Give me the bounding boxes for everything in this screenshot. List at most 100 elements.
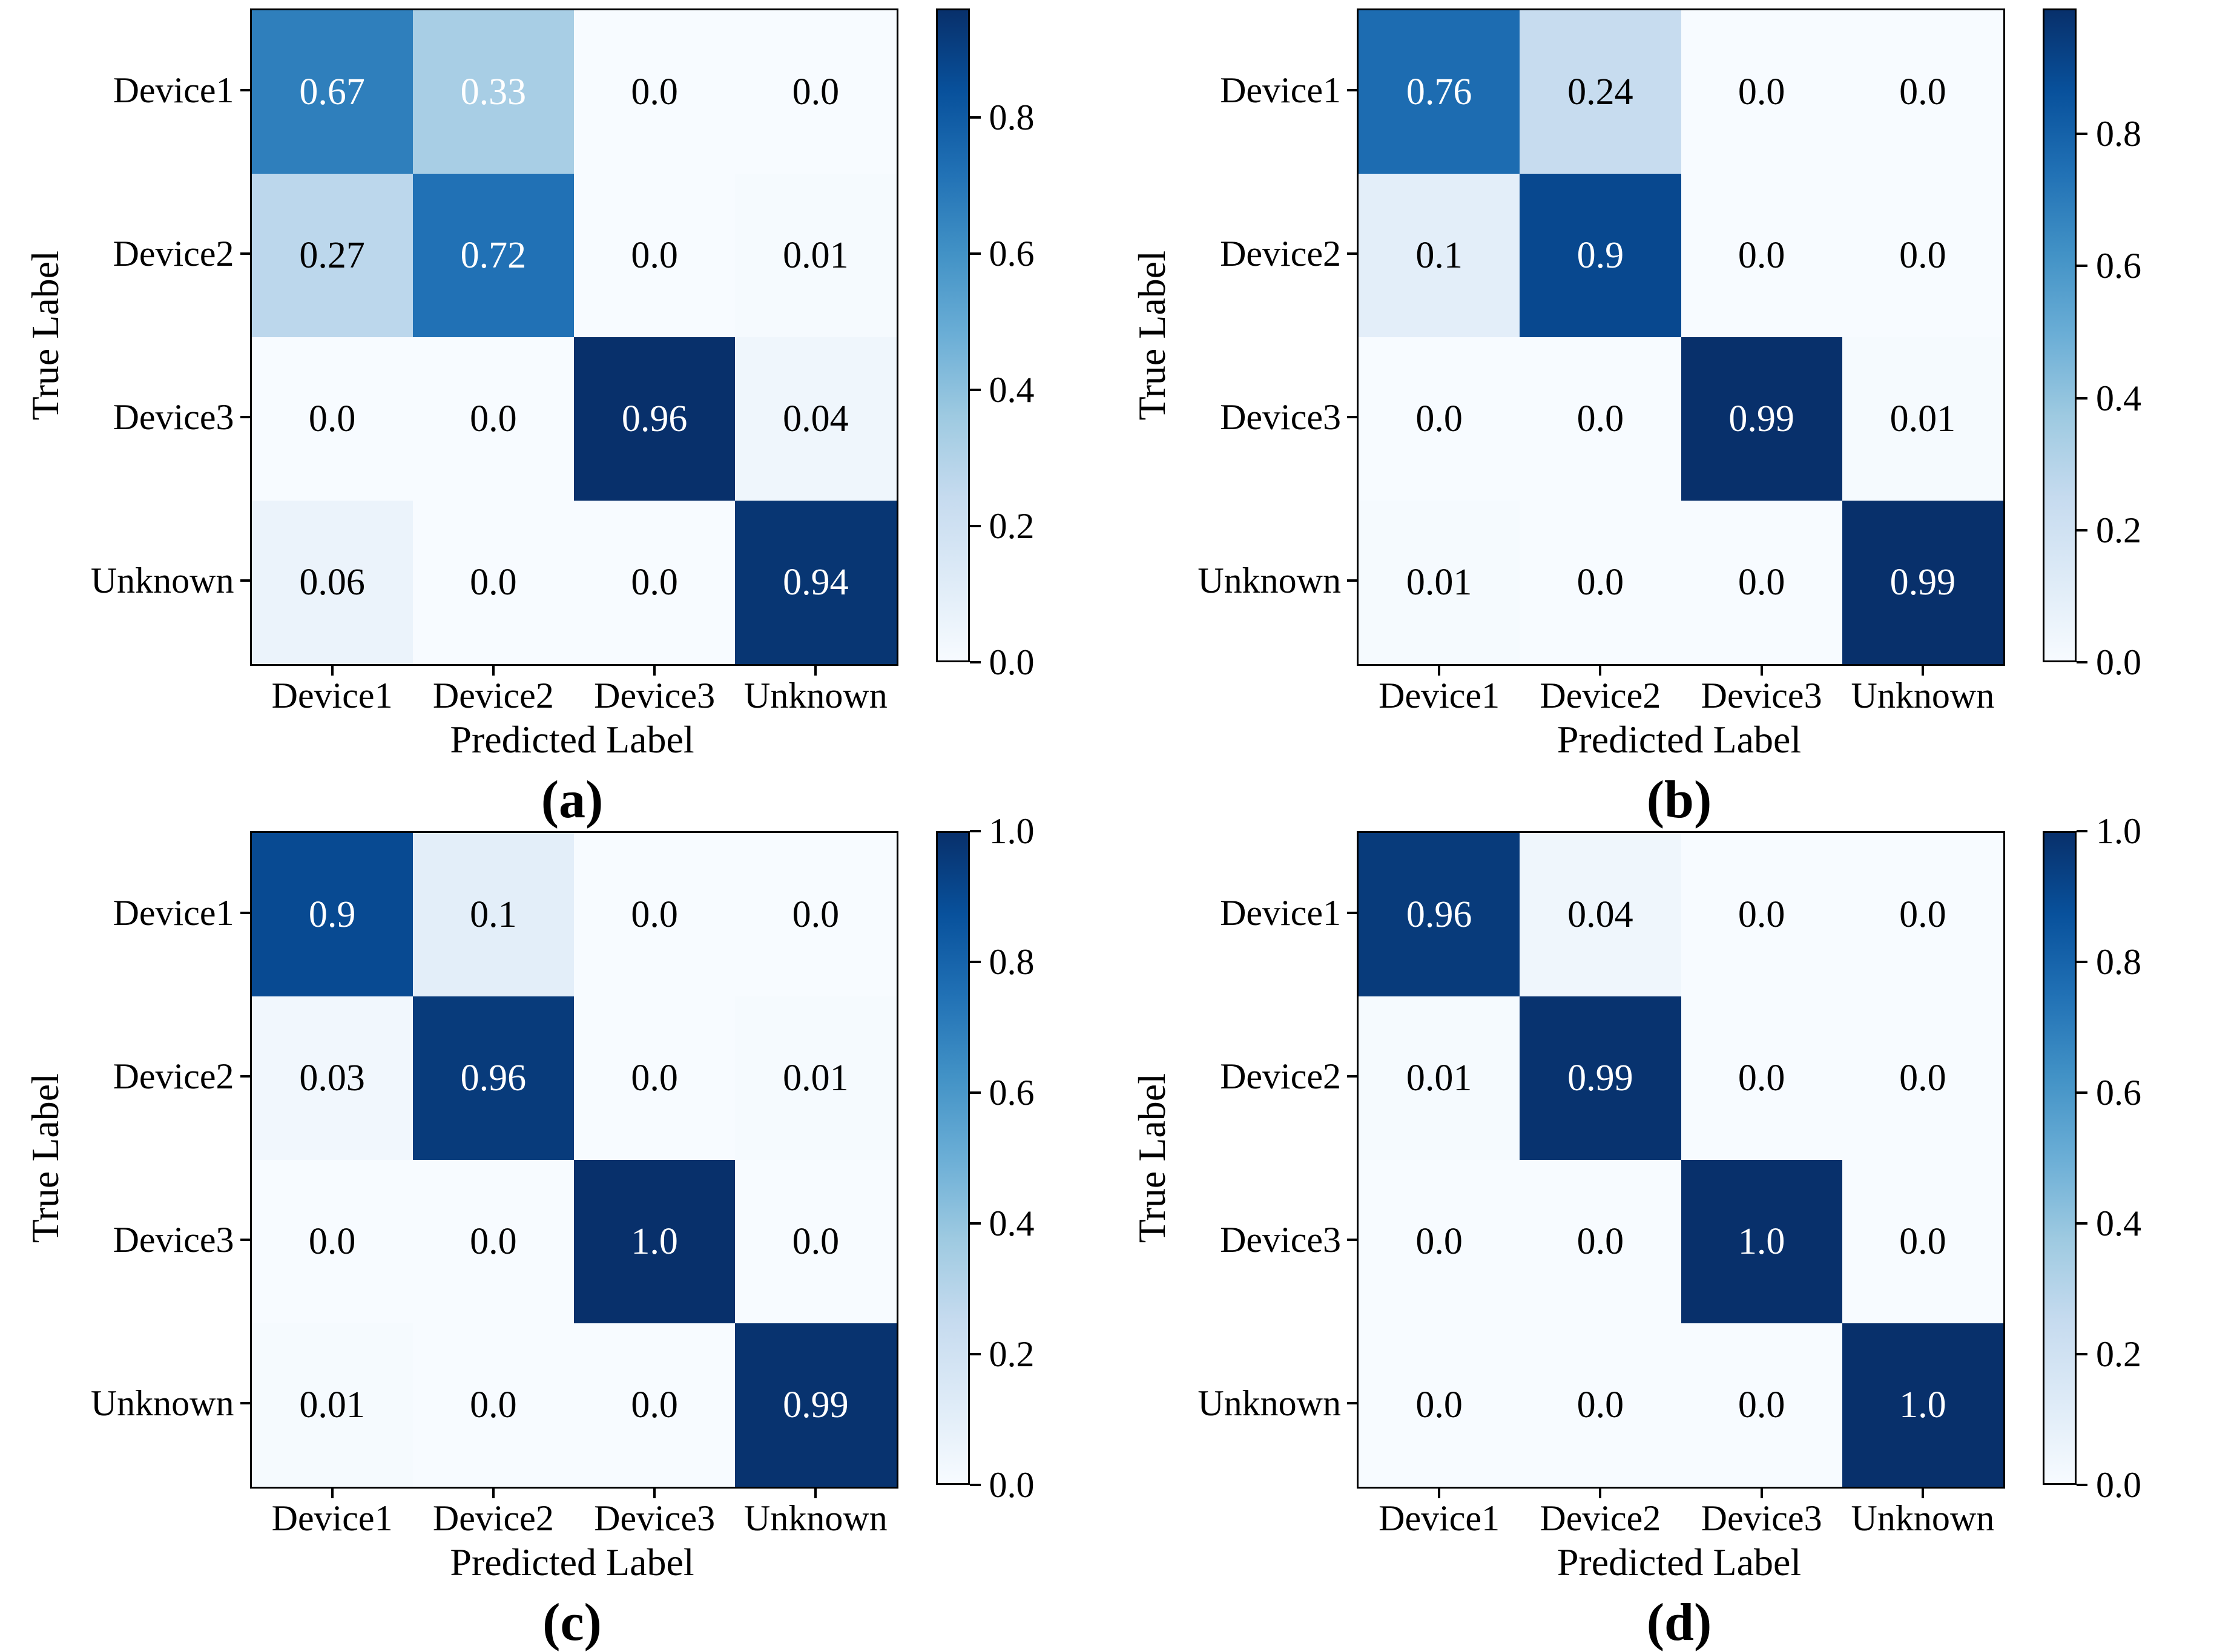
- x-tick-device1: Device1: [252, 666, 413, 716]
- heatmap-cell-r3-c2: 0.0: [1520, 337, 1681, 501]
- y-tick-label: Device2: [113, 1056, 234, 1096]
- heatmap-cell-r1-c1: 0.9: [251, 833, 413, 996]
- cell-value: 0.9: [308, 893, 356, 935]
- x-tick-mark: [1921, 666, 1924, 676]
- cell-value: 0.0: [1415, 398, 1463, 439]
- x-tick-mark: [492, 1489, 495, 1498]
- y-tick-label: Device3: [1220, 1219, 1341, 1260]
- y-tick-mark: [1347, 1075, 1357, 1078]
- x-tick-device1: Device1: [1359, 1489, 1520, 1539]
- x-tick-mark: [1438, 1489, 1441, 1498]
- colorbar-gradient: [935, 831, 970, 1485]
- cell-value: 0.99: [1567, 1057, 1633, 1099]
- colorbar-tick-mark: [969, 1222, 981, 1225]
- y-axis-title-box: True Label: [20, 831, 71, 1485]
- cell-value: 0.72: [460, 234, 527, 276]
- cell-value: 0.0: [1899, 71, 1946, 113]
- y-tick-mark: [240, 912, 250, 914]
- cell-value: 0.1: [470, 893, 517, 935]
- x-axis-tick-labels: Device1 Device2 Device3 Unknown: [1359, 666, 2003, 716]
- heatmap-grid: 0.9 0.1 0.0 0.0 0.03 0.96 0.0 0.01 0.0 0.0 1.0 0.0 0…: [249, 831, 898, 1489]
- plot-area: True Label Device1 Device2 Device3 Unknown …: [1127, 8, 2194, 829]
- cell-value: 1.0: [631, 1220, 678, 1262]
- colorbar-tick-area: 0.0 0.2 0.4 0.6 0.8 1.0: [969, 813, 1087, 1503]
- y-tick-mark: [240, 1402, 250, 1404]
- colorbar-tick: 1.0: [969, 813, 1035, 849]
- cell-value: 0.0: [631, 71, 678, 113]
- cell-value: 0.06: [299, 561, 365, 603]
- y-tick-device2: Device2: [71, 995, 250, 1158]
- colorbar-tick-mark: [2077, 830, 2087, 832]
- heatmap-cell-r2-c4: 0.0: [1842, 174, 2003, 337]
- colorbar-tick: 0.2: [969, 1336, 1035, 1372]
- x-tick-label: Device2: [1540, 676, 1661, 716]
- cell-value: 0.76: [1406, 71, 1472, 113]
- cell-value: 0.0: [470, 561, 517, 603]
- colorbar-tick-label: 1.0: [2096, 811, 2141, 851]
- colorbar-tick-mark: [969, 252, 981, 255]
- colorbar-tick-label: 0.6: [989, 234, 1035, 274]
- confusion-matrix-panel-d: True Label Device1 Device2 Device3 Unknown …: [1107, 813, 2214, 1651]
- x-tick-mark: [1599, 666, 1602, 676]
- colorbar-tick: 0.8: [2077, 944, 2141, 980]
- colorbar-tick: 0.2: [2077, 1336, 2141, 1372]
- colorbar-tick: 0.0: [969, 1467, 1035, 1503]
- cell-value: 0.96: [621, 398, 688, 439]
- heatmap-grid: 0.96 0.04 0.0 0.0 0.01 0.99 0.0 0.0 0.0 0.0 1.0 0.0…: [1357, 831, 2005, 1489]
- colorbar-tick: 0.4: [2077, 380, 2141, 416]
- x-tick-label: Device2: [1540, 1498, 1661, 1538]
- y-tick-device2: Device2: [71, 172, 250, 335]
- x-tick-device3: Device3: [1681, 1489, 1842, 1539]
- panel-caption: (a): [541, 770, 604, 829]
- heatmap-cell-r1-c2: 0.24: [1520, 10, 1681, 174]
- x-tick-label: Device3: [1701, 676, 1822, 716]
- heatmap-cell-r3-c2: 0.0: [1520, 1160, 1681, 1323]
- x-tick-label: Device2: [432, 676, 554, 716]
- colorbar-tick-mark: [2077, 661, 2087, 663]
- plot-area: True Label Device1 Device2 Device3 Unknown …: [20, 813, 1087, 1652]
- heatmap-cell-r1-c2: 0.33: [412, 10, 574, 174]
- y-tick-mark: [240, 252, 250, 255]
- x-axis-tick-labels: Device1 Device2 Device3 Unknown: [252, 666, 897, 716]
- colorbar-tick-label: 0.0: [2096, 642, 2141, 682]
- colorbar: 0.0 0.2 0.4 0.6 0.8: [935, 8, 1087, 680]
- cell-value: 0.0: [1738, 893, 1785, 935]
- colorbar-tick: 0.8: [2077, 116, 2141, 152]
- heatmap-cell-r4-c4: 0.99: [735, 1323, 897, 1487]
- y-tick-label: Unknown: [90, 560, 234, 601]
- colorbar-tick-label: 0.8: [989, 97, 1035, 137]
- heatmap-cell-r4-c2: 0.0: [412, 501, 574, 664]
- cell-value: 0.99: [1728, 398, 1794, 439]
- heatmap-cell-r1-c3: 0.0: [1681, 10, 1842, 174]
- x-tick-unknown: Unknown: [1842, 666, 2003, 716]
- y-tick-mark: [1347, 252, 1357, 255]
- cell-value: 0.03: [299, 1057, 365, 1099]
- colorbar-tick-label: 0.6: [2096, 1073, 2141, 1113]
- heatmap-column: 0.76 0.24 0.0 0.0 0.1 0.9 0.0 0.0 0.0 0.0 0.99 0.01…: [1357, 8, 2005, 829]
- colorbar-tick: 0.6: [969, 234, 1035, 274]
- colorbar-tick-label: 0.4: [2096, 378, 2141, 418]
- heatmap-cell-r3-c4: 0.0: [735, 1160, 897, 1323]
- heatmap-cell-r2-c1: 0.01: [1359, 996, 1520, 1160]
- y-axis-title: True Label: [1130, 1073, 1173, 1243]
- cell-value: 0.9: [1576, 234, 1624, 276]
- cell-value: 0.0: [1576, 1384, 1624, 1426]
- colorbar-tick-mark: [969, 1353, 981, 1355]
- y-axis-tick-labels: Device1 Device2 Device3 Unknown: [1178, 8, 1357, 662]
- heatmap-cell-r1-c4: 0.0: [735, 10, 897, 174]
- x-tick-device3: Device3: [1681, 666, 1842, 716]
- heatmap-cell-r1-c1: 0.76: [1359, 10, 1520, 174]
- cell-value: 0.0: [1899, 234, 1946, 276]
- heatmap-cell-r3-c4: 0.01: [1842, 337, 2003, 501]
- heatmap-cell-r2-c3: 0.0: [574, 996, 736, 1160]
- y-axis-title: True Label: [23, 1073, 67, 1243]
- heatmap-cell-r3-c1: 0.0: [1359, 337, 1520, 501]
- x-tick-unknown: Unknown: [1842, 1489, 2003, 1539]
- cell-value: 0.0: [1899, 893, 1946, 935]
- x-tick-mark: [814, 1489, 817, 1498]
- y-tick-device3: Device3: [1178, 1158, 1357, 1321]
- y-axis-tick-labels: Device1 Device2 Device3 Unknown: [71, 8, 250, 662]
- heatmap-cell-r4-c2: 0.0: [1520, 1323, 1681, 1487]
- cell-value: 1.0: [1738, 1220, 1785, 1262]
